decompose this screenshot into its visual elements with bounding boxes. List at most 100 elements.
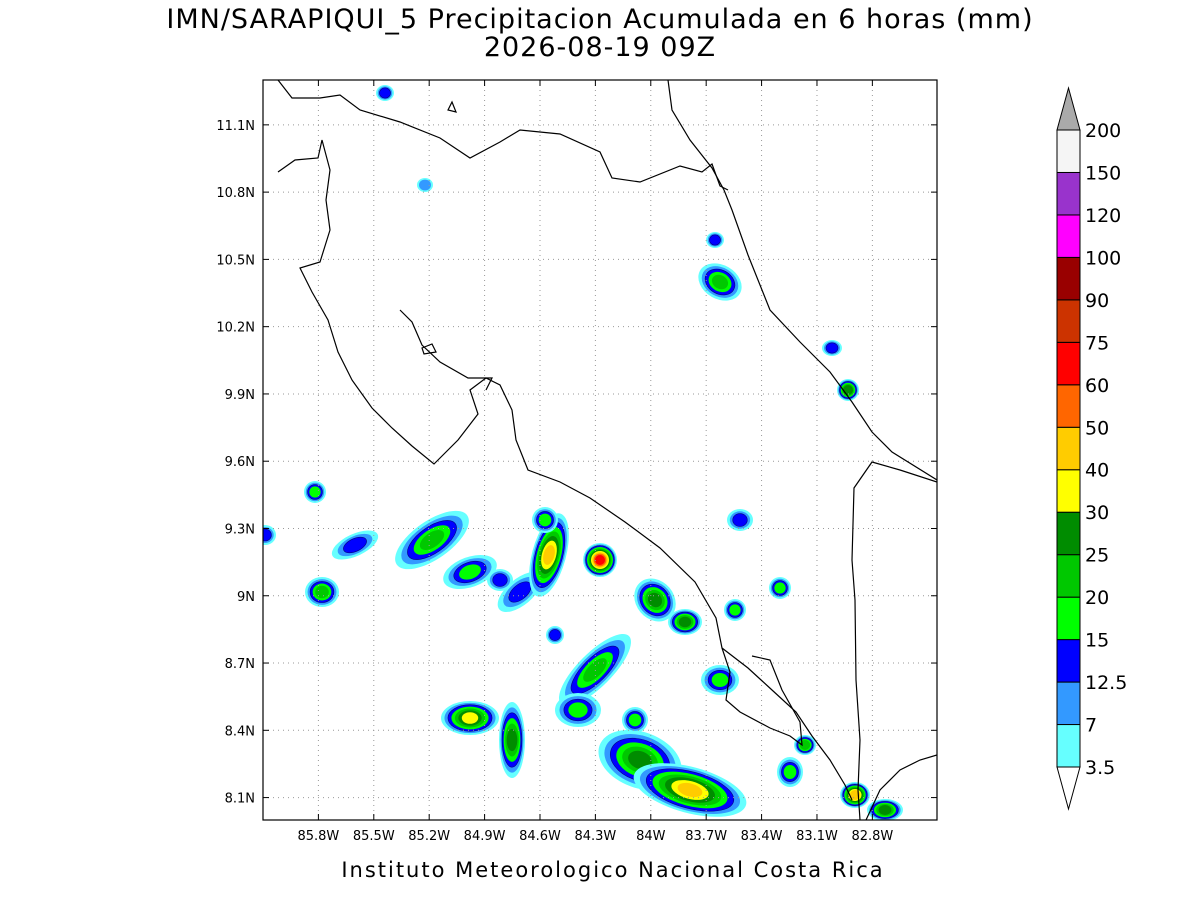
colorbar-bin: [1056, 129, 1081, 173]
precip-contour: [878, 805, 892, 815]
colorbar-bin: [1056, 554, 1081, 598]
map-title: IMN/SARAPIQUI_5 Precipitacion Acumulada …: [166, 4, 1033, 35]
coastline: [447, 100, 457, 113]
colorbar-bin: [1056, 681, 1081, 726]
colorbar-label: 150: [1085, 162, 1121, 184]
precip-contour: [419, 529, 445, 551]
lon-label: 84.6W: [519, 829, 561, 844]
precip-contour: [506, 728, 518, 752]
colorbar-label: 40: [1085, 460, 1109, 482]
lat-label: 10.8N: [216, 186, 255, 201]
colorbar-label: 30: [1085, 502, 1109, 524]
coastline: [721, 647, 803, 747]
footer: Instituto Meteorologico Nacional Costa R…: [341, 858, 884, 882]
lat-label: 9N: [237, 590, 255, 605]
colorbar: 3.5 7 12.5 15 20 25 30 40 50 60 75 90 100 120 150 200: [1056, 86, 1127, 811]
precip-contour: [419, 179, 431, 191]
lon-label: 82.8W: [851, 829, 893, 844]
precip-contour: [729, 604, 741, 616]
lon-label: 83.4W: [741, 829, 783, 844]
colorbar-over: [1056, 86, 1081, 131]
precip-contour: [849, 790, 861, 800]
precip-contour: [799, 740, 811, 750]
precip-contour: [711, 274, 729, 290]
precip-contour: [732, 513, 748, 527]
precip-contour: [309, 486, 321, 498]
lon-label: 83.7W: [685, 829, 727, 844]
colorbar-label: 100: [1085, 247, 1121, 269]
precip-contour: [711, 673, 729, 687]
colorbar-bin: [1056, 384, 1081, 428]
lon-label: 83.1W: [796, 829, 838, 844]
precip-contour: [647, 592, 663, 608]
precip-contour: [379, 87, 391, 99]
colorbar-bin: [1056, 299, 1081, 343]
colorbar-label: 60: [1085, 375, 1109, 397]
precip-contour: [628, 713, 642, 727]
colorbar-bin: [1056, 214, 1081, 258]
coastline: [399, 309, 493, 391]
coastline: [667, 80, 937, 481]
graticule: 11.1N 10.8N 10.5N 10.2N 9.9N 9.6N 9.3N 9N 8.7N 8.…: [216, 80, 937, 844]
lat-label: 8.4N: [225, 724, 255, 739]
coastline: [421, 343, 437, 355]
coastline: [865, 754, 937, 820]
precip-contour: [678, 616, 692, 628]
colorbar-bin: [1056, 596, 1081, 641]
coastline: [277, 139, 853, 801]
lat-label: 11.1N: [216, 119, 255, 134]
precip-contour: [709, 234, 721, 246]
colorbar-label: 15: [1085, 630, 1109, 652]
map-subtitle: 2026-08-19 09Z: [484, 32, 716, 63]
lat-label: 8.1N: [225, 792, 255, 807]
lat-label: 9.3N: [225, 522, 255, 537]
precip-contour: [825, 342, 839, 354]
precip-contour: [783, 765, 797, 779]
colorbar-label: 50: [1085, 417, 1109, 439]
colorbar-label: 7: [1085, 715, 1097, 737]
precip-contour: [677, 782, 703, 798]
lat-label: 10.2N: [216, 321, 255, 336]
colorbar-bin: [1056, 469, 1081, 513]
precip-contour: [459, 564, 481, 580]
coastlines: [277, 80, 937, 820]
precip-contour: [543, 545, 555, 565]
colorbar-label: 75: [1085, 332, 1109, 354]
precip-contour: [774, 582, 786, 594]
map-frame: [262, 79, 938, 821]
colorbar-bin: [1056, 511, 1081, 556]
lon-label: 85.8W: [297, 829, 339, 844]
lon-label: 84W: [636, 829, 666, 844]
colorbar-bin: [1056, 724, 1081, 768]
lon-label: 85.5W: [353, 829, 395, 844]
lat-label: 8.7N: [225, 657, 255, 672]
colorbar-bin: [1056, 426, 1081, 471]
precip-contour: [315, 585, 329, 599]
precip-contour: [628, 750, 652, 770]
colorbar-bin: [1056, 639, 1081, 683]
lat-label: 9.6N: [225, 455, 255, 470]
colorbar-under: [1056, 766, 1081, 811]
precip-contour: [595, 555, 605, 565]
colorbar-label: 25: [1085, 545, 1109, 567]
precip-contour: [461, 712, 479, 724]
precip-contour: [343, 536, 367, 554]
precipitation-field: [263, 85, 903, 820]
colorbar-label: 120: [1085, 205, 1121, 227]
colorbar-label: 20: [1085, 587, 1109, 609]
coastline: [851, 461, 937, 820]
colorbar-label: 90: [1085, 290, 1109, 312]
precip-contour: [568, 702, 588, 718]
lon-label: 85.2W: [408, 829, 450, 844]
coastline: [277, 80, 729, 191]
colorbar-label: 200: [1085, 120, 1121, 142]
colorbar-bin: [1056, 256, 1081, 301]
precip-contour: [263, 528, 272, 542]
colorbar-bin: [1056, 341, 1081, 386]
precip-contour: [492, 573, 508, 587]
colorbar-bin: [1056, 171, 1081, 216]
precip-contour: [538, 513, 552, 527]
colorbar-label: 3.5: [1085, 757, 1115, 779]
lon-label: 84.3W: [574, 829, 616, 844]
lat-label: 10.5N: [216, 253, 255, 268]
